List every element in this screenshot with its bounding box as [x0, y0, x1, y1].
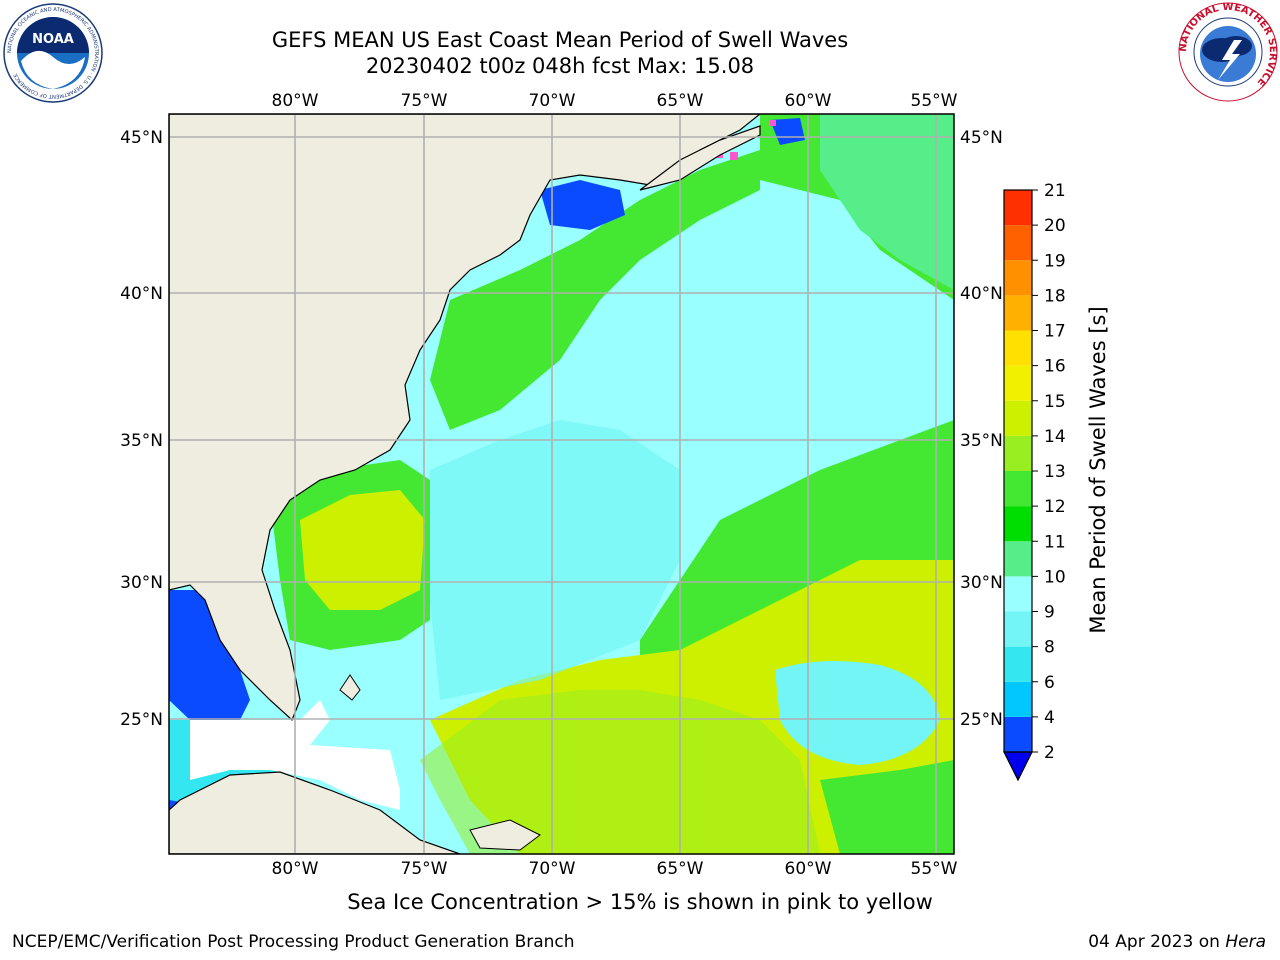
colorbar-tick-label: 21 — [1044, 181, 1066, 201]
lon-tick-bottom: 75°W — [401, 859, 448, 879]
nws-logo-icon: NATIONAL WEATHER SERVICE — [1178, 2, 1278, 102]
colorbar-tick-label: 15 — [1044, 392, 1066, 412]
sea-ice-note: Sea Ice Concentration > 15% is shown in … — [347, 890, 933, 914]
colorbar-tick-label: 6 — [1044, 673, 1055, 693]
colorbar-segment — [1004, 225, 1032, 261]
lon-tick-top: 65°W — [657, 91, 704, 111]
colorbar: 2 4 6 8 9 10 11 12 13 14 15 16 17 18 19 20 21 — [1003, 181, 1066, 782]
plot-frame — [168, 113, 955, 855]
colorbar-tick-label: 19 — [1044, 251, 1066, 271]
colorbar-tick-label: 10 — [1044, 567, 1066, 587]
lon-tick-bottom: 65°W — [657, 859, 704, 879]
lat-tick-right: 40°N — [960, 284, 1003, 304]
chart-subtitle: 20230402 t00z 048h fcst Max: 15.08 — [365, 54, 755, 78]
colorbar-tick-label: 14 — [1044, 427, 1066, 447]
colorbar-segment — [1004, 400, 1032, 436]
colorbar-tick-label: 2 — [1044, 743, 1055, 763]
noaa-logo-icon: NOAA NATIONAL OCEANIC AND ATMOSPHERIC AD… — [3, 3, 103, 103]
colorbar-tick-label: 12 — [1044, 497, 1066, 517]
colorbar-segment — [1004, 506, 1032, 542]
colorbar-segment — [1004, 190, 1032, 226]
colorbar-segment — [1004, 646, 1032, 682]
colorbar-tick-label: 11 — [1044, 532, 1066, 552]
field-region-green-east-2 — [820, 114, 954, 290]
colorbar-tick-label: 17 — [1044, 322, 1066, 342]
colorbar-segment — [1004, 435, 1032, 471]
chart-title: GEFS MEAN US East Coast Mean Period of S… — [271, 28, 849, 52]
land-north-america — [169, 114, 761, 722]
colorbar-segment — [1004, 471, 1032, 507]
colorbar-tick-label: 13 — [1044, 462, 1066, 482]
lat-tick-left: 35°N — [120, 431, 163, 451]
colorbar-segment — [1004, 541, 1032, 577]
lon-tick-top: 60°W — [785, 91, 832, 111]
lat-tick-right: 25°N — [960, 710, 1003, 730]
field-region-blue-maine — [540, 180, 625, 230]
noaa-logo-text: NOAA — [32, 32, 74, 47]
colorbar-segment — [1004, 260, 1032, 296]
lon-tick-bottom: 60°W — [785, 859, 832, 879]
lat-tick-left: 25°N — [120, 710, 163, 730]
colorbar-tick-label: 4 — [1044, 708, 1055, 728]
lat-tick-left: 45°N — [120, 128, 163, 148]
colorbar-segment — [1004, 330, 1032, 366]
colorbar-segment — [1004, 611, 1032, 647]
field-region-green-ring — [820, 760, 954, 854]
colorbar-segment — [1004, 365, 1032, 401]
footer-date-text: 04 Apr 2023 on — [1088, 932, 1226, 952]
lat-tick-right: 30°N — [960, 573, 1003, 593]
lat-tick-left: 30°N — [120, 573, 163, 593]
colorbar-tick-label: 18 — [1044, 286, 1066, 306]
lon-tick-top: 75°W — [401, 91, 448, 111]
colorbar-segment — [1004, 681, 1032, 717]
footer-machine: Hera — [1225, 932, 1266, 952]
footer-date: 04 Apr 2023 on Hera — [1088, 932, 1266, 952]
colorbar-tick-label: 9 — [1044, 603, 1055, 623]
lat-tick-right: 45°N — [960, 128, 1003, 148]
lon-tick-top: 70°W — [529, 91, 576, 111]
colorbar-label: Mean Period of Swell Waves [s] — [1086, 306, 1110, 633]
lat-tick-left: 40°N — [120, 284, 163, 304]
lon-tick-bottom: 70°W — [529, 859, 576, 879]
sea-ice-pixel — [730, 152, 738, 160]
land-nova-scotia — [639, 125, 761, 191]
land-hispaniola — [469, 819, 541, 851]
field-region-blue-gulf — [169, 590, 250, 720]
colorbar-segment — [1004, 295, 1032, 331]
colorbar-segment — [1004, 716, 1032, 752]
colorbar-tick-label: 16 — [1044, 357, 1066, 377]
field-region-yellow-sebight — [300, 490, 425, 610]
land-bahamas — [339, 674, 361, 701]
footer-credit: NCEP/EMC/Verification Post Processing Pr… — [12, 932, 575, 952]
map-plot-area — [169, 114, 954, 854]
field-region-cyan-pocket — [775, 661, 940, 765]
lon-tick-bottom: 55°W — [911, 859, 958, 879]
colorbar-tick-label: 8 — [1044, 638, 1055, 658]
field-region-cyan-central — [430, 420, 680, 700]
sea-ice-pixel — [770, 120, 776, 126]
field-region-yellowgreen-south — [420, 690, 820, 854]
colorbar-segment — [1004, 576, 1032, 612]
lon-tick-top: 80°W — [272, 91, 319, 111]
colorbar-tick-label: 20 — [1044, 216, 1066, 236]
lon-tick-bottom: 80°W — [272, 859, 319, 879]
field-region-green-shelf — [430, 150, 760, 430]
lat-tick-right: 35°N — [960, 431, 1003, 451]
colorbar-extend-min — [1003, 751, 1033, 782]
land-cuba — [169, 771, 461, 854]
lon-tick-top: 55°W — [911, 91, 958, 111]
field-region-blue-nova — [770, 118, 805, 145]
gridlines — [169, 114, 954, 854]
